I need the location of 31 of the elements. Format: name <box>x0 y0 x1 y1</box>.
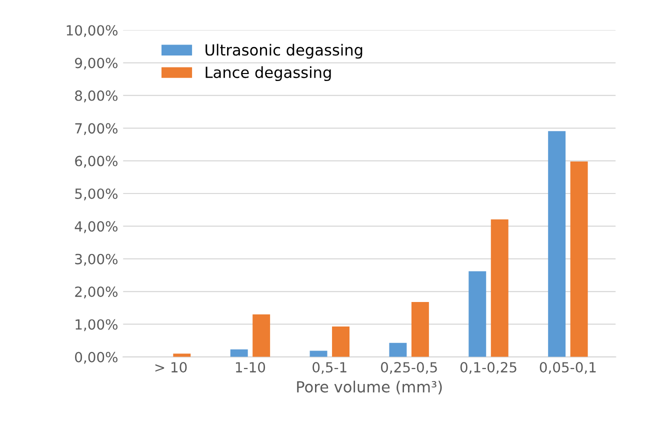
bar <box>490 219 508 357</box>
x-tick-label: 0,05-0,1 <box>540 362 596 374</box>
y-tick-label: 4,00% <box>74 221 118 234</box>
y-tick-label: 6,00% <box>75 156 118 168</box>
y-tick-label: 7,00% <box>75 123 118 136</box>
y-tick-label: 5,00% <box>75 188 118 200</box>
bar <box>252 314 270 357</box>
bar <box>548 131 566 357</box>
y-tick-label: 10,00% <box>66 25 118 37</box>
x-tick-label: 0,1-0,25 <box>460 362 516 374</box>
y-tick-label: 3,00% <box>75 254 118 266</box>
x-tick-label: 0,25-0,5 <box>380 362 437 374</box>
y-tick-label: 0,00% <box>75 352 118 364</box>
x-tick-label: 1-10 <box>236 362 266 373</box>
bar <box>468 271 486 357</box>
legend-label: Ultrasonic degassing <box>206 44 362 59</box>
y-tick-label: 9,00% <box>75 58 118 70</box>
y-tick-label: 1,00% <box>76 319 118 332</box>
y-tick-label: 8,00% <box>75 90 118 102</box>
bar <box>570 161 588 357</box>
bar <box>389 342 407 357</box>
x-tick-label: 0,5-1 <box>312 362 346 374</box>
y-tick-label: 2,00% <box>75 286 118 298</box>
bar <box>332 326 350 357</box>
bar <box>411 302 429 357</box>
bar <box>310 350 328 357</box>
bar <box>230 349 248 357</box>
legend-label: Lance degassing <box>206 66 331 82</box>
x-axis-title: Pore volume (mm³) <box>297 380 442 394</box>
x-tick-label: > 10 <box>155 362 187 373</box>
bar <box>173 354 191 357</box>
